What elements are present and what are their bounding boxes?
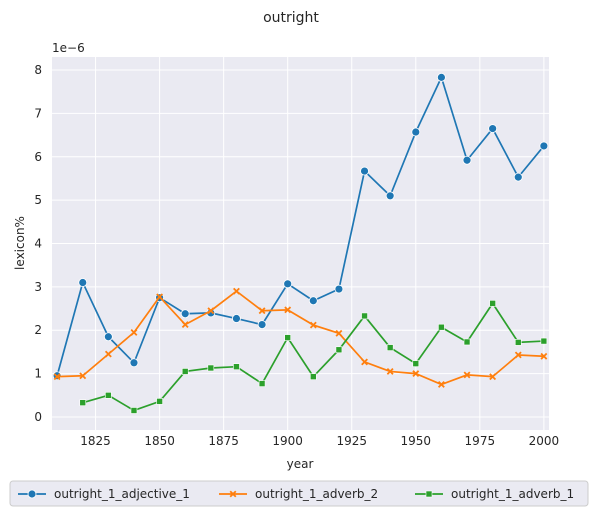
data-point	[258, 307, 266, 315]
data-point	[257, 320, 267, 330]
data-point	[463, 371, 471, 379]
data-point	[130, 407, 138, 414]
x-tick-label: 1825	[80, 434, 111, 448]
data-point	[130, 328, 138, 336]
data-point	[229, 490, 237, 498]
legend: outright_1_adjective_1 outright_1_adverb_…	[9, 480, 589, 507]
data-point	[207, 307, 215, 315]
data-point	[361, 312, 368, 320]
legend-label: outright_1_adjective_1	[54, 487, 190, 501]
legend-item: outright_1_adverb_1	[415, 487, 574, 501]
data-point	[104, 350, 112, 358]
series-1	[52, 72, 549, 381]
data-point	[334, 284, 344, 294]
data-point	[310, 373, 317, 380]
legend-item: outright_1_adverb_2	[219, 487, 378, 501]
data-point	[258, 380, 266, 387]
data-point	[386, 368, 394, 375]
legend-box	[9, 480, 589, 507]
data-point	[360, 166, 369, 176]
data-point	[309, 321, 317, 329]
data-point	[308, 296, 318, 306]
data-point	[462, 155, 472, 165]
data-point	[233, 363, 240, 370]
y-scale-label: 1e−6	[52, 41, 85, 55]
legend-label: outright_1_adverb_2	[255, 487, 378, 501]
x-tick-label: 1850	[144, 434, 175, 448]
y-tick-label: 4	[34, 237, 42, 251]
data-point	[412, 360, 420, 367]
x-tick-label: 1875	[208, 434, 239, 448]
data-point	[53, 373, 61, 381]
x-axis-label: year	[287, 457, 314, 471]
data-point	[232, 314, 241, 323]
y-tick-label: 1	[34, 367, 42, 381]
data-point	[489, 300, 496, 307]
legend-item: outright_1_adjective_1	[18, 487, 190, 501]
data-point	[385, 191, 395, 201]
data-point	[27, 489, 37, 499]
grid	[52, 57, 549, 430]
data-point	[540, 337, 548, 345]
data-point	[78, 278, 88, 287]
series-3	[79, 300, 548, 414]
data-point	[540, 352, 548, 360]
chart-title: outright	[263, 10, 319, 26]
data-point	[283, 279, 293, 289]
data-point	[156, 293, 164, 301]
series-line	[56, 75, 545, 377]
data-point	[513, 172, 523, 182]
data-point	[437, 72, 446, 82]
y-axis-label: lexicon%	[13, 216, 27, 270]
y-tick-label: 2	[34, 323, 42, 337]
data-point	[180, 309, 190, 319]
data-point	[335, 329, 343, 337]
data-point	[488, 124, 498, 133]
data-point	[79, 399, 87, 406]
data-point	[411, 127, 421, 137]
data-point	[181, 321, 189, 329]
ticks: 1825 1850 1875 1900 1925 1950 1975 2000 0 1 2 3 4 5 6 7…	[34, 63, 559, 448]
data-point	[284, 306, 292, 314]
data-point	[335, 346, 343, 354]
series-2	[53, 287, 548, 388]
data-point	[181, 368, 189, 375]
data-point	[539, 141, 549, 151]
y-tick-label: 7	[34, 106, 42, 120]
data-point	[103, 332, 113, 342]
x-tick-label: 1975	[465, 434, 496, 448]
data-point	[463, 338, 471, 346]
data-point	[425, 490, 433, 498]
data-point	[284, 334, 291, 341]
data-point	[129, 358, 139, 368]
y-tick-label: 6	[34, 150, 42, 164]
y-tick-label: 3	[34, 280, 42, 294]
data-point	[489, 373, 497, 381]
series-line	[57, 290, 544, 386]
data-point	[156, 398, 163, 405]
data-point	[386, 344, 394, 351]
data-point	[79, 372, 87, 380]
data-point	[514, 351, 522, 359]
series-group	[52, 72, 549, 414]
x-tick-label: 1900	[272, 434, 303, 448]
data-point	[361, 358, 368, 366]
data-point	[514, 339, 522, 346]
legend-label: outright_1_adverb_1	[451, 487, 574, 501]
x-tick-label: 1925	[336, 434, 367, 448]
data-point	[105, 392, 112, 399]
data-point	[438, 323, 445, 331]
x-tick-label: 2000	[529, 434, 560, 448]
y-tick-label: 0	[34, 410, 42, 424]
x-tick-label: 1950	[401, 434, 432, 448]
y-tick-label: 5	[34, 193, 42, 207]
data-point	[207, 364, 215, 372]
data-point	[233, 287, 240, 295]
data-point	[412, 370, 420, 378]
y-tick-label: 8	[34, 63, 42, 77]
data-point	[437, 381, 445, 388]
